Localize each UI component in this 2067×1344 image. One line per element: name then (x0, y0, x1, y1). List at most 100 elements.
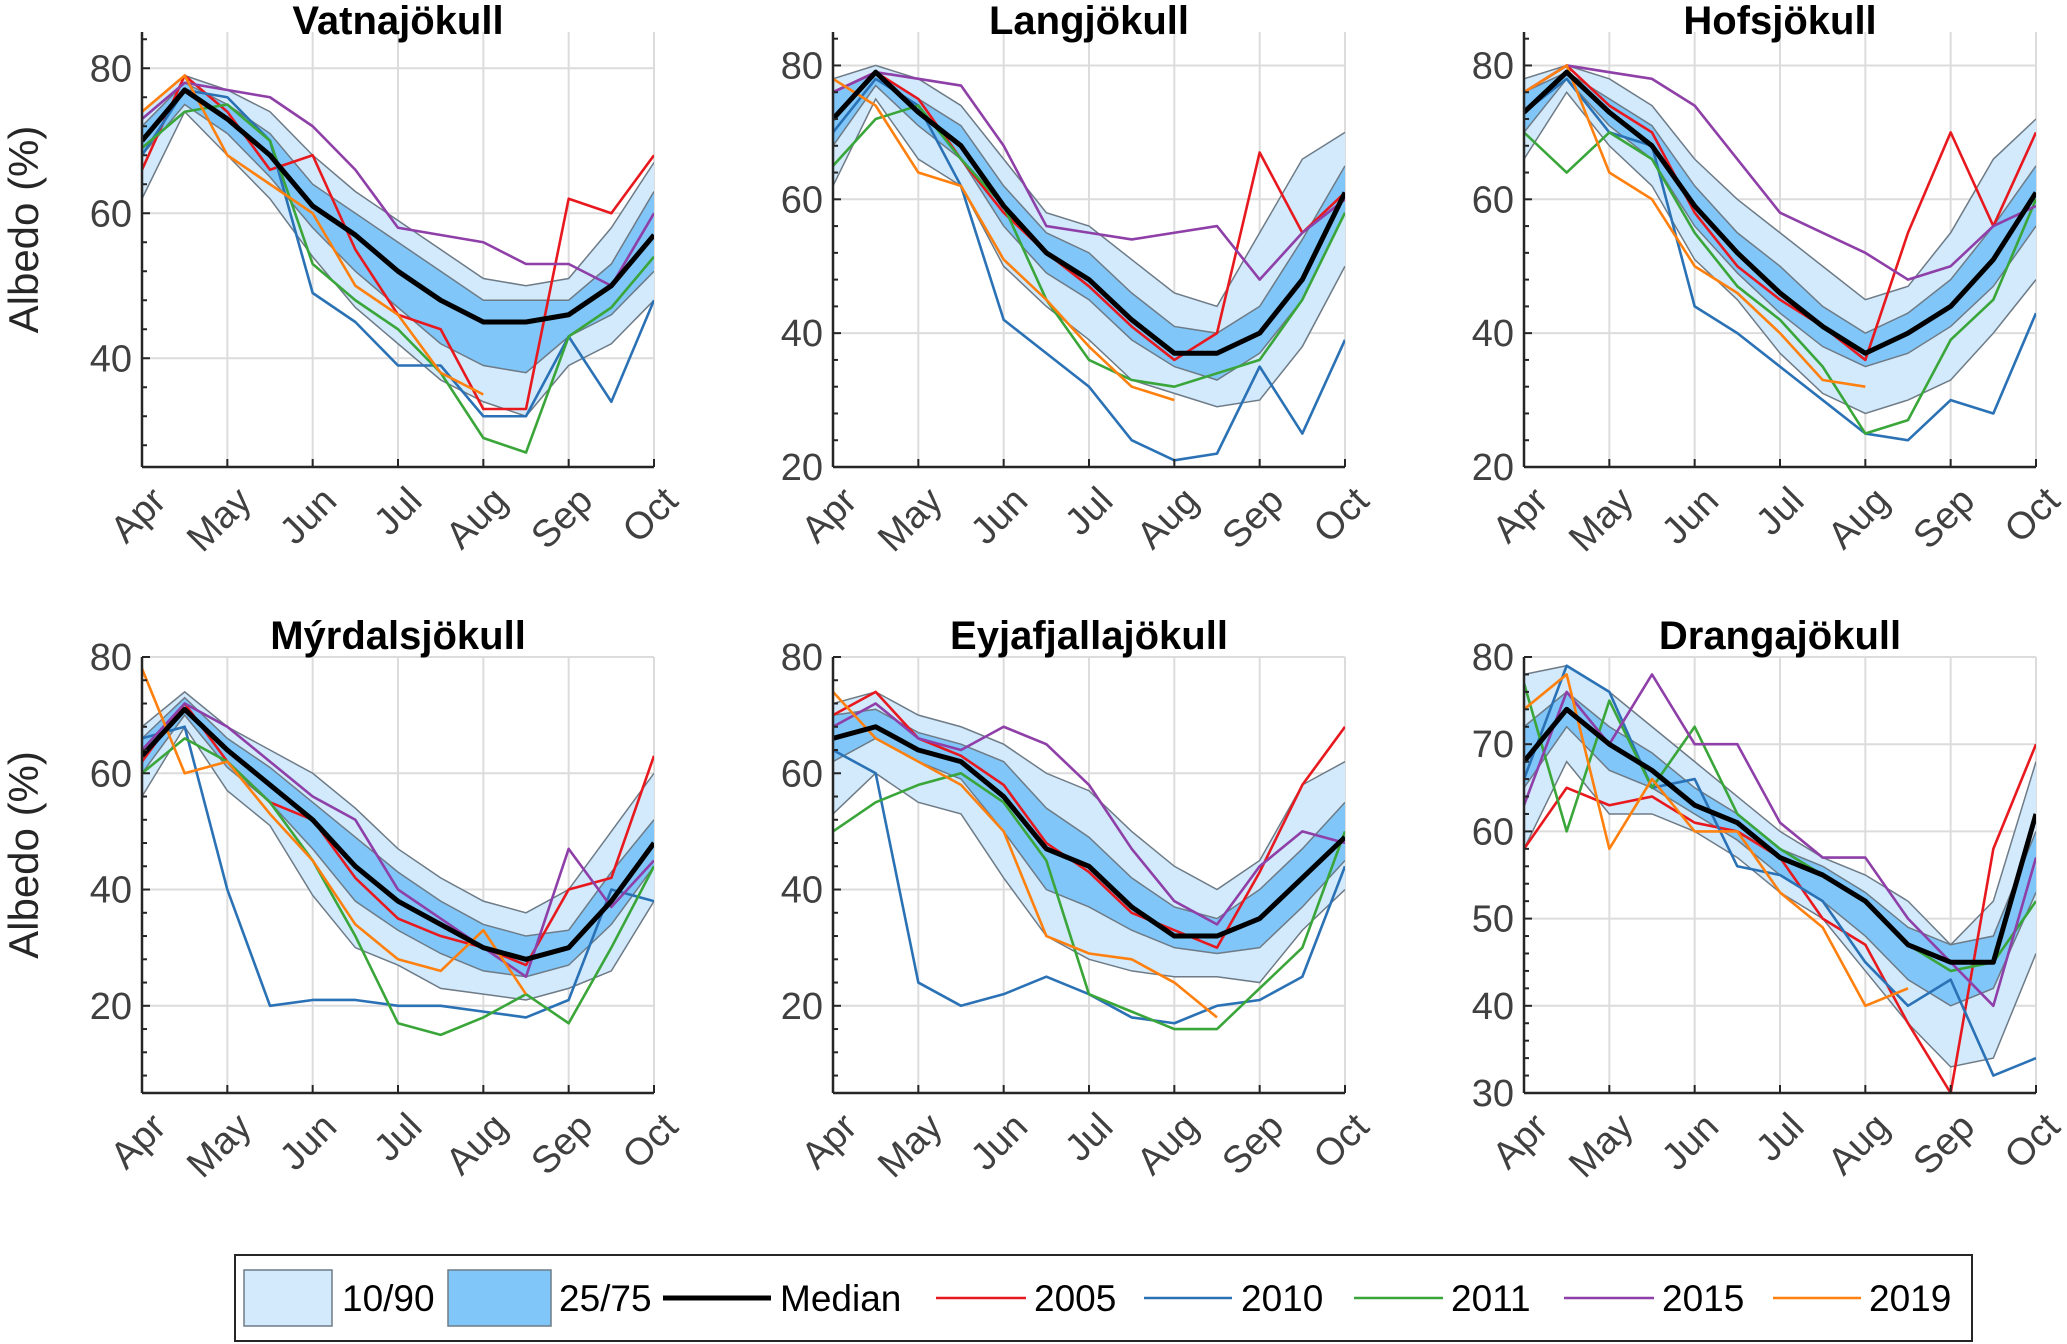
y-tick-label: 80 (1472, 637, 1514, 679)
y-tick-label: 80 (781, 45, 823, 87)
panel-mýrdalsjökull: Apr May Jun Jul Aug Sep Oct 20 40 60 80 Mýrdalsjöku… (0, 614, 687, 1186)
band-edge-p90 (833, 691, 1345, 891)
series-line-2010 (1524, 664, 2036, 1077)
series-line-2011 (142, 103, 654, 454)
band-edge-p25 (833, 84, 1345, 381)
x-tick-label: Oct (1997, 479, 2067, 551)
y-tick-label: 80 (90, 637, 132, 679)
band-edge-p75 (142, 696, 654, 937)
band-edge-p10 (833, 97, 1345, 408)
x-tick-label: May (1561, 480, 1641, 560)
x-tick-label: Jun (963, 480, 1036, 553)
y-tick-label: 40 (90, 338, 132, 380)
series-line-2019 (1524, 64, 1866, 388)
band-edge-p25 (142, 713, 654, 978)
series-line-2019 (1524, 673, 1909, 1008)
y-axis-label: Albedo (%) (0, 126, 47, 334)
x-tick-label: Aug (1820, 480, 1898, 558)
band-edge-p25 (1524, 77, 2036, 368)
x-tick-label: Jun (272, 480, 345, 553)
x-tick-label: Aug (438, 480, 516, 558)
panel-title: Hofsjökull (1683, 0, 1876, 43)
legend-label: 2010 (1241, 1278, 1323, 1319)
plot-area (833, 64, 1345, 462)
y-tick-label: 20 (781, 447, 823, 489)
y-tick-label: 40 (90, 870, 132, 912)
band-edge-p10 (142, 725, 654, 1001)
legend: 10/90 25/75 Median 2005 2010 2011 2015 2019 (234, 1254, 1973, 1342)
series-line-2011 (1524, 131, 2036, 435)
x-tick-label: May (179, 480, 259, 560)
series-line-median (142, 87, 654, 325)
x-tick-label: Oct (615, 479, 687, 551)
x-tick-label: Jul (1748, 1106, 1812, 1170)
series-line-2010 (142, 725, 654, 1019)
legend-label: 10/90 (342, 1278, 435, 1319)
x-tick-label: Aug (1129, 480, 1207, 558)
x-tick-label: Sep (1906, 480, 1984, 558)
legend-label: 25/75 (559, 1278, 652, 1319)
legend-item-2019: 2019 (1773, 1278, 1951, 1319)
x-tick-label: Apr (794, 1105, 866, 1177)
panel-title: Eyjafjallajökull (950, 614, 1228, 658)
plot-area (142, 74, 654, 454)
panel-title: Langjökull (989, 0, 1189, 43)
panel-drangajökull: Apr May Jun Jul Aug Sep Oct 30 40 50 60 70 80 Drangaj… (1472, 614, 2067, 1186)
legend-swatch (243, 1269, 333, 1327)
y-tick-label: 60 (781, 753, 823, 795)
y-tick-label: 60 (781, 179, 823, 221)
y-tick-label: 60 (1472, 179, 1514, 221)
x-tick-label: Oct (1997, 1105, 2067, 1177)
series-line-2015 (833, 70, 1345, 281)
x-tick-label: Aug (1820, 1106, 1898, 1184)
x-tick-label: Apr (103, 479, 175, 551)
y-tick-label: 20 (781, 986, 823, 1028)
x-tick-label: Apr (1485, 479, 1557, 551)
series-line-median (1524, 706, 2036, 965)
legend-item-2010: 2010 (1144, 1278, 1323, 1319)
y-tick-label: 40 (781, 870, 823, 912)
x-tick-label: Sep (524, 480, 602, 558)
y-tick-label: 40 (1472, 986, 1514, 1028)
x-tick-label: Jul (1057, 1106, 1121, 1170)
y-tick-label: 60 (1472, 811, 1514, 853)
band-edge-p10 (833, 772, 1345, 984)
y-axis-label: Albedo (%) (0, 751, 47, 959)
x-tick-label: Jul (1748, 480, 1812, 544)
y-tick-label: 80 (90, 48, 132, 90)
y-tick-label: 20 (90, 986, 132, 1028)
x-tick-label: Oct (1306, 1105, 1378, 1177)
band-edge-p75 (1524, 71, 2036, 335)
x-tick-label: May (870, 480, 950, 560)
legend-item-2015: 2015 (1564, 1278, 1744, 1319)
x-tick-label: Oct (1306, 479, 1378, 551)
series-line-median (1524, 69, 2036, 356)
x-tick-label: Apr (794, 479, 866, 551)
band-edge-p90 (1524, 64, 2036, 301)
legend-item-median: Median (663, 1278, 901, 1319)
panel-title: Vatnajökull (292, 0, 503, 43)
x-tick-label: Jun (963, 1106, 1036, 1179)
series-line-2015 (833, 702, 1345, 926)
y-tick-label: 60 (90, 193, 132, 235)
x-tick-label: Apr (103, 1105, 175, 1177)
x-tick-label: Sep (1215, 1106, 1293, 1184)
series-line-2005 (1524, 64, 2036, 362)
legend-label: 2005 (1034, 1278, 1116, 1319)
x-tick-label: May (179, 1106, 259, 1186)
series-line-2015 (142, 81, 654, 288)
y-tick-label: 40 (1472, 313, 1514, 355)
y-tick-label: 40 (781, 313, 823, 355)
series-line-2019 (142, 668, 528, 995)
series-line-2011 (833, 104, 1345, 388)
series-line-2005 (833, 70, 1345, 362)
x-tick-label: Aug (438, 1106, 516, 1184)
series-line-2019 (833, 691, 1218, 1019)
panel-langjökull: Apr May Jun Jul Aug Sep Oct 20 40 60 80 Langjökull (781, 0, 1378, 560)
panel-vatnajökull: Apr May Jun Jul Aug Sep Oct 40 60 80 Vatnajökull Al… (0, 0, 687, 560)
legend-item-2011: 2011 (1354, 1278, 1531, 1319)
series-line-median (833, 69, 1345, 356)
x-tick-label: Sep (524, 1106, 602, 1184)
series-line-2015 (142, 702, 654, 979)
